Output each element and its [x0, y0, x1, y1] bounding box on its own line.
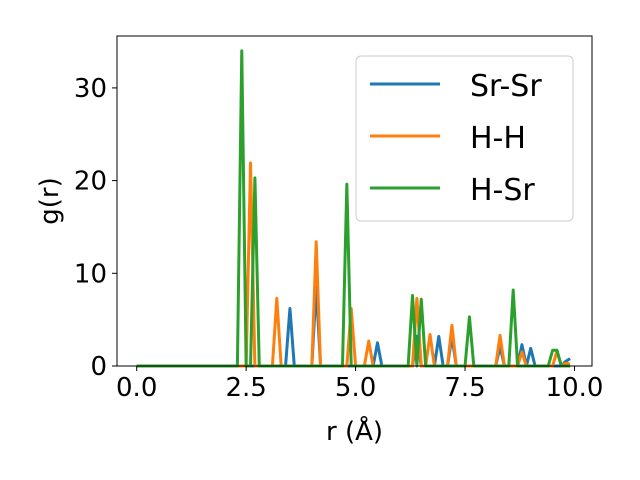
- y-axis-label: g(r): [35, 177, 65, 224]
- y-tick-label: 0: [90, 352, 107, 382]
- y-tick-label: 20: [74, 167, 107, 197]
- x-tick-label: 5.0: [335, 373, 376, 403]
- y-tick-label: 10: [74, 259, 107, 289]
- legend: Sr-Sr H-H H-Sr: [355, 55, 574, 222]
- legend-box: [355, 55, 574, 222]
- legend-label-h-h: H-H: [470, 121, 526, 156]
- tick-layer: 0.0 2.5 5.0 7.5 10.0 0 10 20 30: [74, 74, 604, 403]
- x-axis-label: r (Å): [326, 415, 383, 447]
- x-tick-label: 0.0: [116, 373, 157, 403]
- legend-label-h-sr: H-Sr: [470, 173, 535, 208]
- x-tick-label: 10.0: [546, 373, 604, 403]
- plot-frame: [116, 35, 593, 367]
- x-tick-label: 7.5: [444, 373, 485, 403]
- x-tick-label: 2.5: [225, 373, 266, 403]
- legend-label-sr-sr: Sr-Sr: [470, 69, 542, 104]
- y-tick-label: 30: [74, 74, 107, 104]
